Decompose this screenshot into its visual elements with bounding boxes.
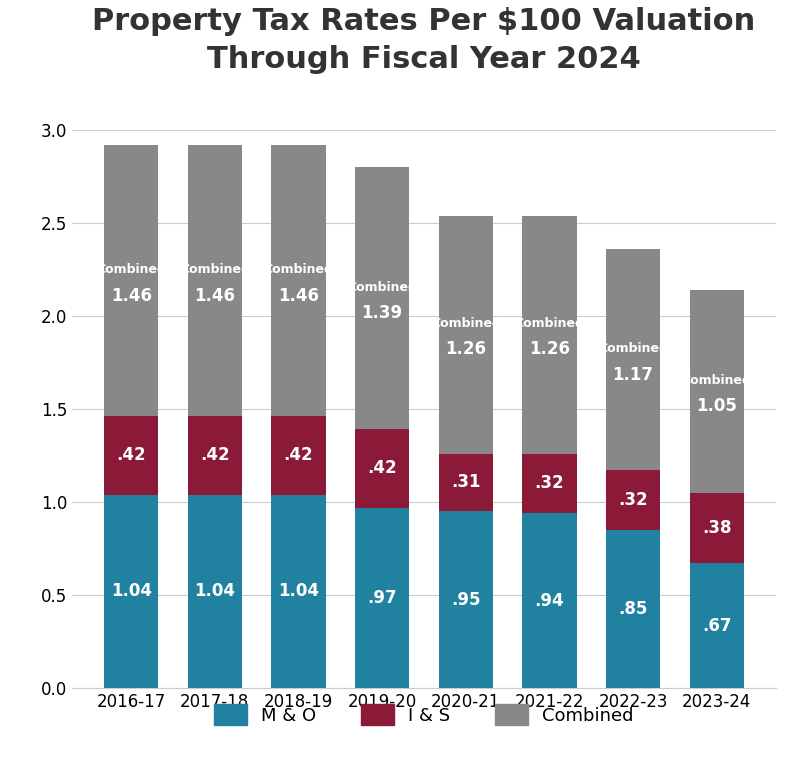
- Text: Combined: Combined: [682, 373, 752, 386]
- Bar: [188, 417, 242, 495]
- Text: Combined: Combined: [514, 317, 585, 330]
- Text: .32: .32: [534, 475, 564, 492]
- Bar: [690, 564, 744, 688]
- Text: .97: .97: [367, 589, 397, 607]
- Bar: [271, 417, 326, 495]
- Text: Combined: Combined: [96, 263, 166, 276]
- Text: .85: .85: [618, 600, 648, 618]
- Text: .42: .42: [367, 459, 397, 478]
- Bar: [522, 216, 577, 454]
- Bar: [438, 454, 493, 511]
- Text: 1.04: 1.04: [278, 582, 319, 601]
- Text: .95: .95: [451, 591, 481, 608]
- Legend: M & O, I & S, Combined: M & O, I & S, Combined: [207, 697, 641, 733]
- Text: Combined: Combined: [598, 342, 668, 355]
- Bar: [271, 495, 326, 688]
- Title: Property Tax Rates Per $100 Valuation
Through Fiscal Year 2024: Property Tax Rates Per $100 Valuation Th…: [92, 6, 756, 73]
- Text: 1.04: 1.04: [194, 582, 235, 601]
- Bar: [104, 495, 158, 688]
- Bar: [104, 145, 158, 417]
- Text: 1.39: 1.39: [362, 304, 402, 322]
- Text: .42: .42: [200, 447, 230, 465]
- Text: 1.46: 1.46: [110, 287, 152, 305]
- Text: Combined: Combined: [263, 263, 334, 276]
- Bar: [438, 216, 493, 454]
- Bar: [690, 492, 744, 564]
- Bar: [438, 511, 493, 688]
- Text: .31: .31: [451, 473, 481, 492]
- Bar: [355, 430, 410, 508]
- Text: .38: .38: [702, 519, 731, 537]
- Text: .42: .42: [284, 447, 314, 465]
- Text: .67: .67: [702, 617, 731, 635]
- Text: .32: .32: [618, 491, 648, 509]
- Text: 1.17: 1.17: [613, 366, 654, 383]
- Bar: [188, 495, 242, 688]
- Text: 1.26: 1.26: [529, 340, 570, 359]
- Bar: [606, 470, 660, 530]
- Bar: [690, 290, 744, 492]
- Bar: [104, 417, 158, 495]
- Text: Combined: Combined: [431, 317, 501, 330]
- Bar: [355, 167, 410, 430]
- Bar: [606, 530, 660, 688]
- Bar: [522, 454, 577, 513]
- Text: 1.26: 1.26: [446, 340, 486, 359]
- Bar: [188, 145, 242, 417]
- Text: Combined: Combined: [347, 281, 417, 294]
- Text: 1.05: 1.05: [696, 397, 738, 415]
- Text: .42: .42: [116, 447, 146, 465]
- Text: 1.46: 1.46: [278, 287, 319, 305]
- Bar: [355, 508, 410, 688]
- Text: Combined: Combined: [180, 263, 250, 276]
- Text: .94: .94: [534, 591, 564, 610]
- Bar: [271, 145, 326, 417]
- Text: 1.04: 1.04: [110, 582, 152, 601]
- Text: 1.46: 1.46: [194, 287, 235, 305]
- Bar: [606, 249, 660, 470]
- Bar: [522, 513, 577, 688]
